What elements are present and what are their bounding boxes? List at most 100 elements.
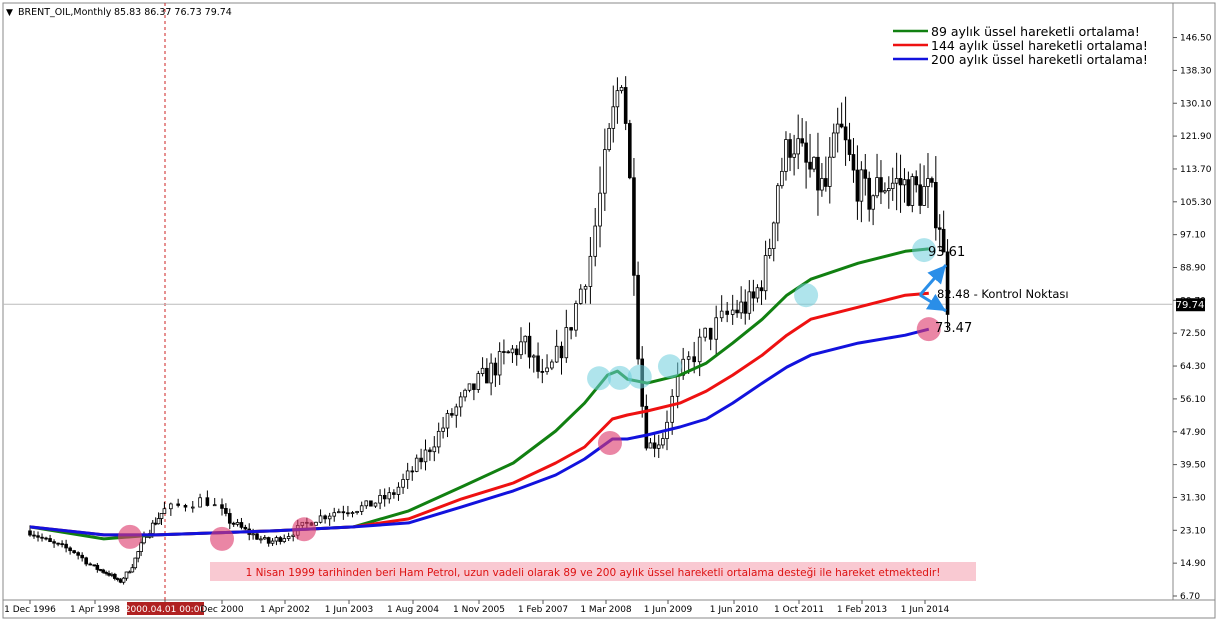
candle-body [759, 287, 764, 292]
support-marker [597, 431, 622, 456]
candle-body [274, 537, 279, 542]
support-marker [118, 524, 142, 549]
candle-body [72, 550, 76, 554]
marker-group [118, 238, 941, 551]
legend-item-144: 144 aylık üssel hareketli ortalama! [931, 38, 1148, 53]
x-tick-label: 1 Feb 2013 [837, 605, 887, 615]
candle-body [536, 355, 540, 372]
candle-body [886, 188, 891, 192]
candle-body [159, 513, 164, 519]
candle-body [323, 515, 327, 520]
candle-body [883, 190, 887, 193]
candle-body [550, 361, 554, 369]
candle-body [28, 530, 32, 536]
candle-body [648, 442, 653, 449]
candle-body [405, 470, 410, 480]
candle-body [359, 505, 364, 512]
candle-body [52, 541, 56, 544]
candle-body [278, 537, 283, 542]
candle-body [327, 515, 332, 520]
candle-body [926, 178, 930, 187]
candle-body [527, 335, 532, 358]
candle-body [930, 178, 934, 183]
candle-body [224, 507, 228, 514]
candle-body [36, 535, 40, 538]
candle-body [115, 578, 120, 580]
candle-body [644, 405, 649, 449]
touch-marker [912, 238, 937, 263]
y-tick-label: 105.30 [1180, 198, 1212, 208]
candle-body [816, 156, 820, 191]
support-marker [916, 317, 941, 342]
candle-body [382, 494, 387, 500]
candle-body [839, 123, 844, 128]
candle-body [227, 513, 232, 524]
candle-body [458, 396, 463, 408]
candle-body [98, 569, 103, 571]
candle-body [239, 522, 244, 528]
y-tick-label: 97.10 [1180, 231, 1206, 241]
x-tick-highlight [127, 602, 204, 615]
candle-body [607, 127, 611, 151]
candle-body [392, 492, 396, 495]
candle-body [937, 227, 942, 230]
candle-body [780, 170, 784, 187]
candle-body [636, 274, 640, 360]
note-text: 1 Nisan 1999 tarihinden beri Ham Petrol,… [246, 567, 941, 579]
candle-body [419, 457, 423, 463]
candle-body [847, 139, 852, 155]
candle-body [934, 182, 938, 229]
candle-body [251, 533, 255, 536]
candle-body [212, 504, 217, 507]
ma200-value-label: 73.47 [935, 321, 972, 336]
x-tick-label: 1 Oct 2011 [774, 605, 824, 615]
candles-group [28, 76, 950, 585]
y-tick-label: 23.10 [1180, 526, 1206, 536]
candle-body [708, 327, 713, 340]
candle-body [747, 291, 752, 314]
candle-body [44, 537, 48, 540]
candle-body [350, 512, 355, 514]
candle-body [476, 373, 481, 390]
header: ▼ BRENT_OIL,Monthly 85.83 86.37 76.73 79… [6, 7, 232, 18]
x-tick-label: 1 Jun 2009 [644, 605, 693, 615]
candle-body [489, 362, 493, 384]
candle-body [867, 177, 872, 210]
candle-body [697, 336, 702, 363]
candle-body [531, 355, 536, 358]
candle-body [410, 470, 415, 473]
candle-body [255, 533, 259, 540]
candle-body [190, 506, 195, 509]
candle-body [804, 142, 808, 163]
candle-body [467, 383, 472, 391]
y-tick-label: 14.90 [1180, 559, 1206, 569]
x-tick-label: 1 Nov 2005 [453, 605, 505, 615]
candle-body [611, 106, 616, 129]
x-tick-label: 1 Dec 1996 [4, 605, 56, 615]
candle-body [432, 446, 437, 453]
candle-body [130, 567, 135, 573]
candle-body [820, 178, 824, 191]
x-tick-label: 1 Jun 2014 [901, 605, 950, 615]
candle-body [661, 438, 665, 446]
y-tick-label: 121.90 [1180, 132, 1212, 142]
candle-body [139, 542, 143, 552]
x-tick-label: 1 Apr 1998 [70, 605, 120, 615]
x-tick-label: 1 Aug 2004 [387, 605, 439, 615]
candle-body [767, 248, 772, 256]
candle-body [428, 449, 432, 453]
candle-body [827, 156, 832, 187]
touch-marker [627, 364, 652, 389]
candle-body [387, 492, 392, 500]
candle-body [153, 522, 158, 525]
candle-body [519, 341, 523, 356]
candle-body [92, 564, 96, 567]
support-marker [210, 526, 234, 551]
y-tick-label: 138.30 [1180, 66, 1212, 76]
candle-body [118, 579, 123, 583]
candle-body [454, 406, 459, 416]
y-tick-label: 47.90 [1180, 428, 1206, 438]
current-price-text: 79.74 [1176, 300, 1205, 311]
candle-body [593, 225, 598, 257]
